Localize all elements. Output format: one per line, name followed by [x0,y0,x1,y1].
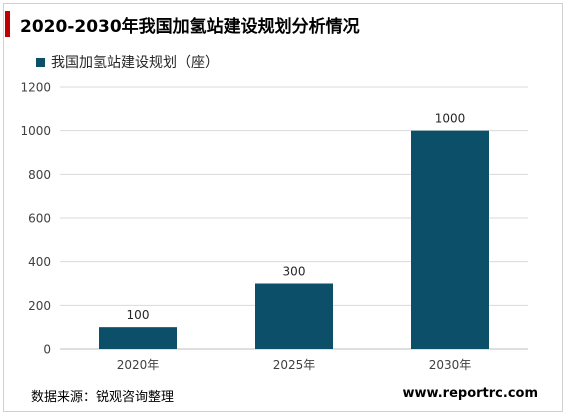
legend-label: 我国加氢站建设规划（座） [51,55,219,71]
y-tick-label: 800 [28,168,51,182]
website-label: www.reportrc.com [402,386,538,401]
y-tick-label: 0 [43,343,51,357]
x-tick-label: 2025年 [273,358,316,372]
y-tick-label: 1000 [20,124,51,138]
bar [411,130,489,349]
y-tick-label: 1200 [20,81,51,95]
legend: 我国加氢站建设规划（座） [36,52,219,72]
bar [255,283,333,349]
data-label: 100 [127,308,150,322]
chart-title: 2020-2030年我国加氢站建设规划分析情况 [20,17,360,37]
title-accent-bar [5,11,10,37]
source-note: 数据来源：锐观咨询整理 [31,390,175,405]
x-tick-label: 2020年 [117,358,160,372]
legend-swatch [36,57,45,67]
data-label: 300 [283,265,306,279]
y-tick-label: 600 [28,212,51,226]
x-tick-label: 2030年 [429,358,472,372]
data-label: 1000 [435,112,466,126]
y-tick-label: 200 [28,299,51,313]
y-tick-label: 400 [28,255,51,269]
chart-frame [3,3,563,412]
bar [99,327,177,349]
